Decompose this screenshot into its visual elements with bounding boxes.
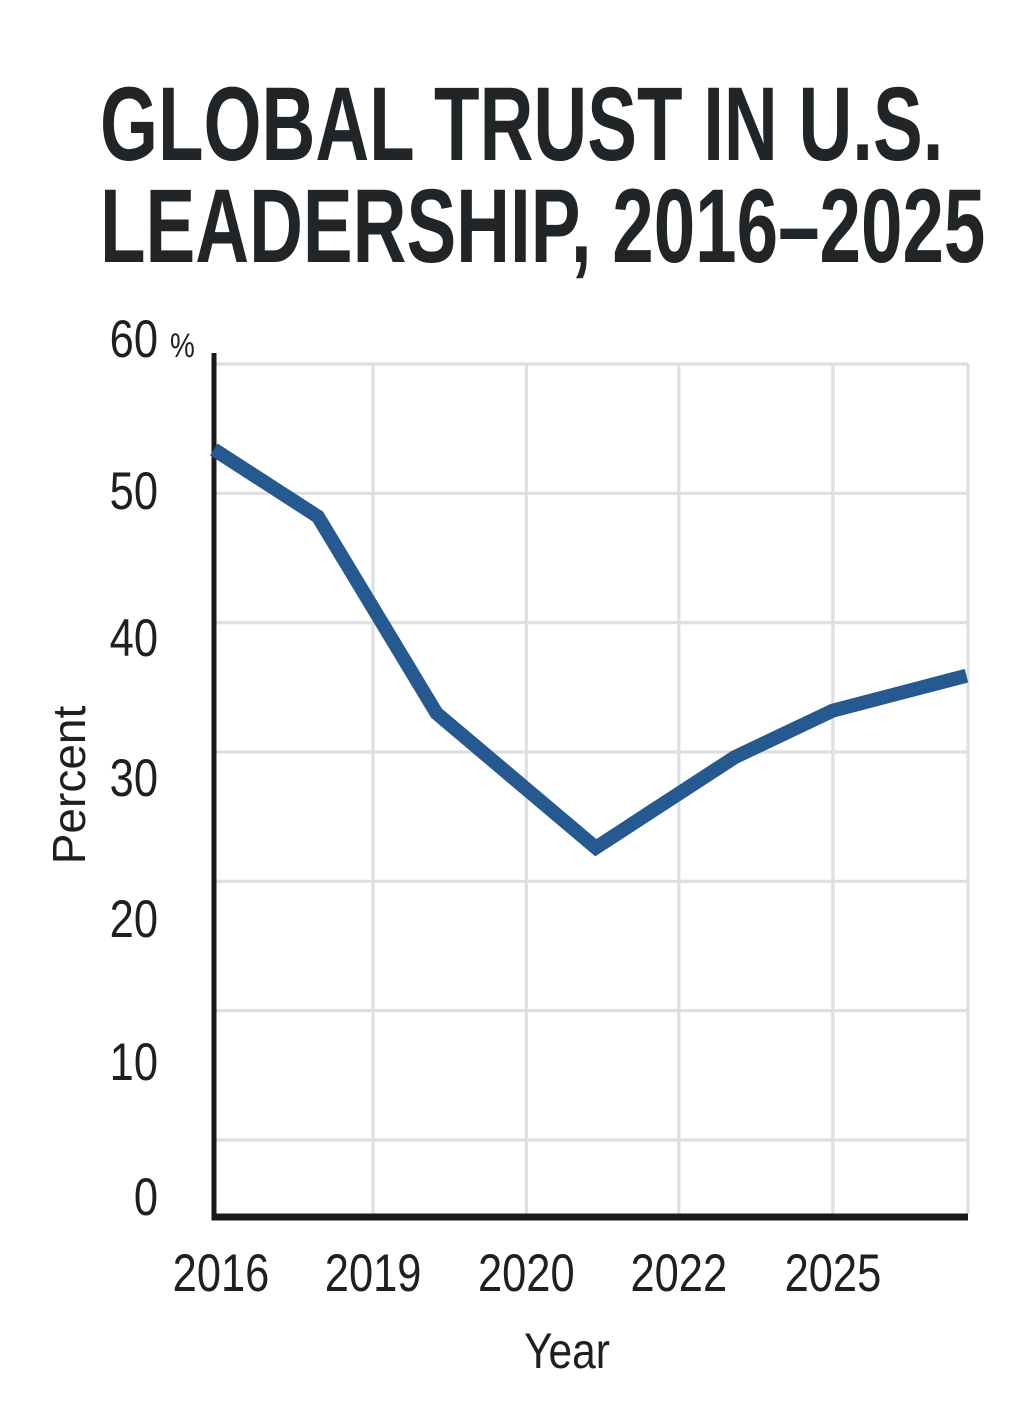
y-tick-label: 50 xyxy=(110,462,158,521)
gridlines xyxy=(216,362,970,1214)
x-tick-label: 2022 xyxy=(630,1244,727,1303)
x-axis-tick-labels: 2016 2019 2020 2022 2025 xyxy=(173,1244,882,1303)
x-tick-label: 2020 xyxy=(478,1244,575,1303)
trust-line-series xyxy=(210,443,969,857)
x-axis-title: Year xyxy=(524,1323,610,1379)
y-unit-label: % xyxy=(170,326,195,364)
y-tick-label: 40 xyxy=(110,609,158,668)
chart-title-line1: GLOBAL TRUST IN U.S. xyxy=(100,67,943,183)
x-tick-label: 2019 xyxy=(325,1244,422,1303)
y-axis-title: Percent xyxy=(43,706,95,865)
y-tick-label: 30 xyxy=(110,749,158,808)
y-tick-label: 60 xyxy=(110,310,158,369)
trust-line xyxy=(210,443,969,857)
y-axis-tick-labels: 60 % 50 40 30 20 10 0 xyxy=(110,310,195,1227)
x-tick-label: 2016 xyxy=(173,1244,270,1303)
y-tick-label: 20 xyxy=(110,890,158,949)
y-tick-label: 10 xyxy=(110,1033,158,1092)
x-tick-label: 2025 xyxy=(785,1244,882,1303)
y-tick-label: 0 xyxy=(134,1168,158,1227)
chart-title-line2: LEADERSHIP, 2016–2025 xyxy=(100,169,985,285)
